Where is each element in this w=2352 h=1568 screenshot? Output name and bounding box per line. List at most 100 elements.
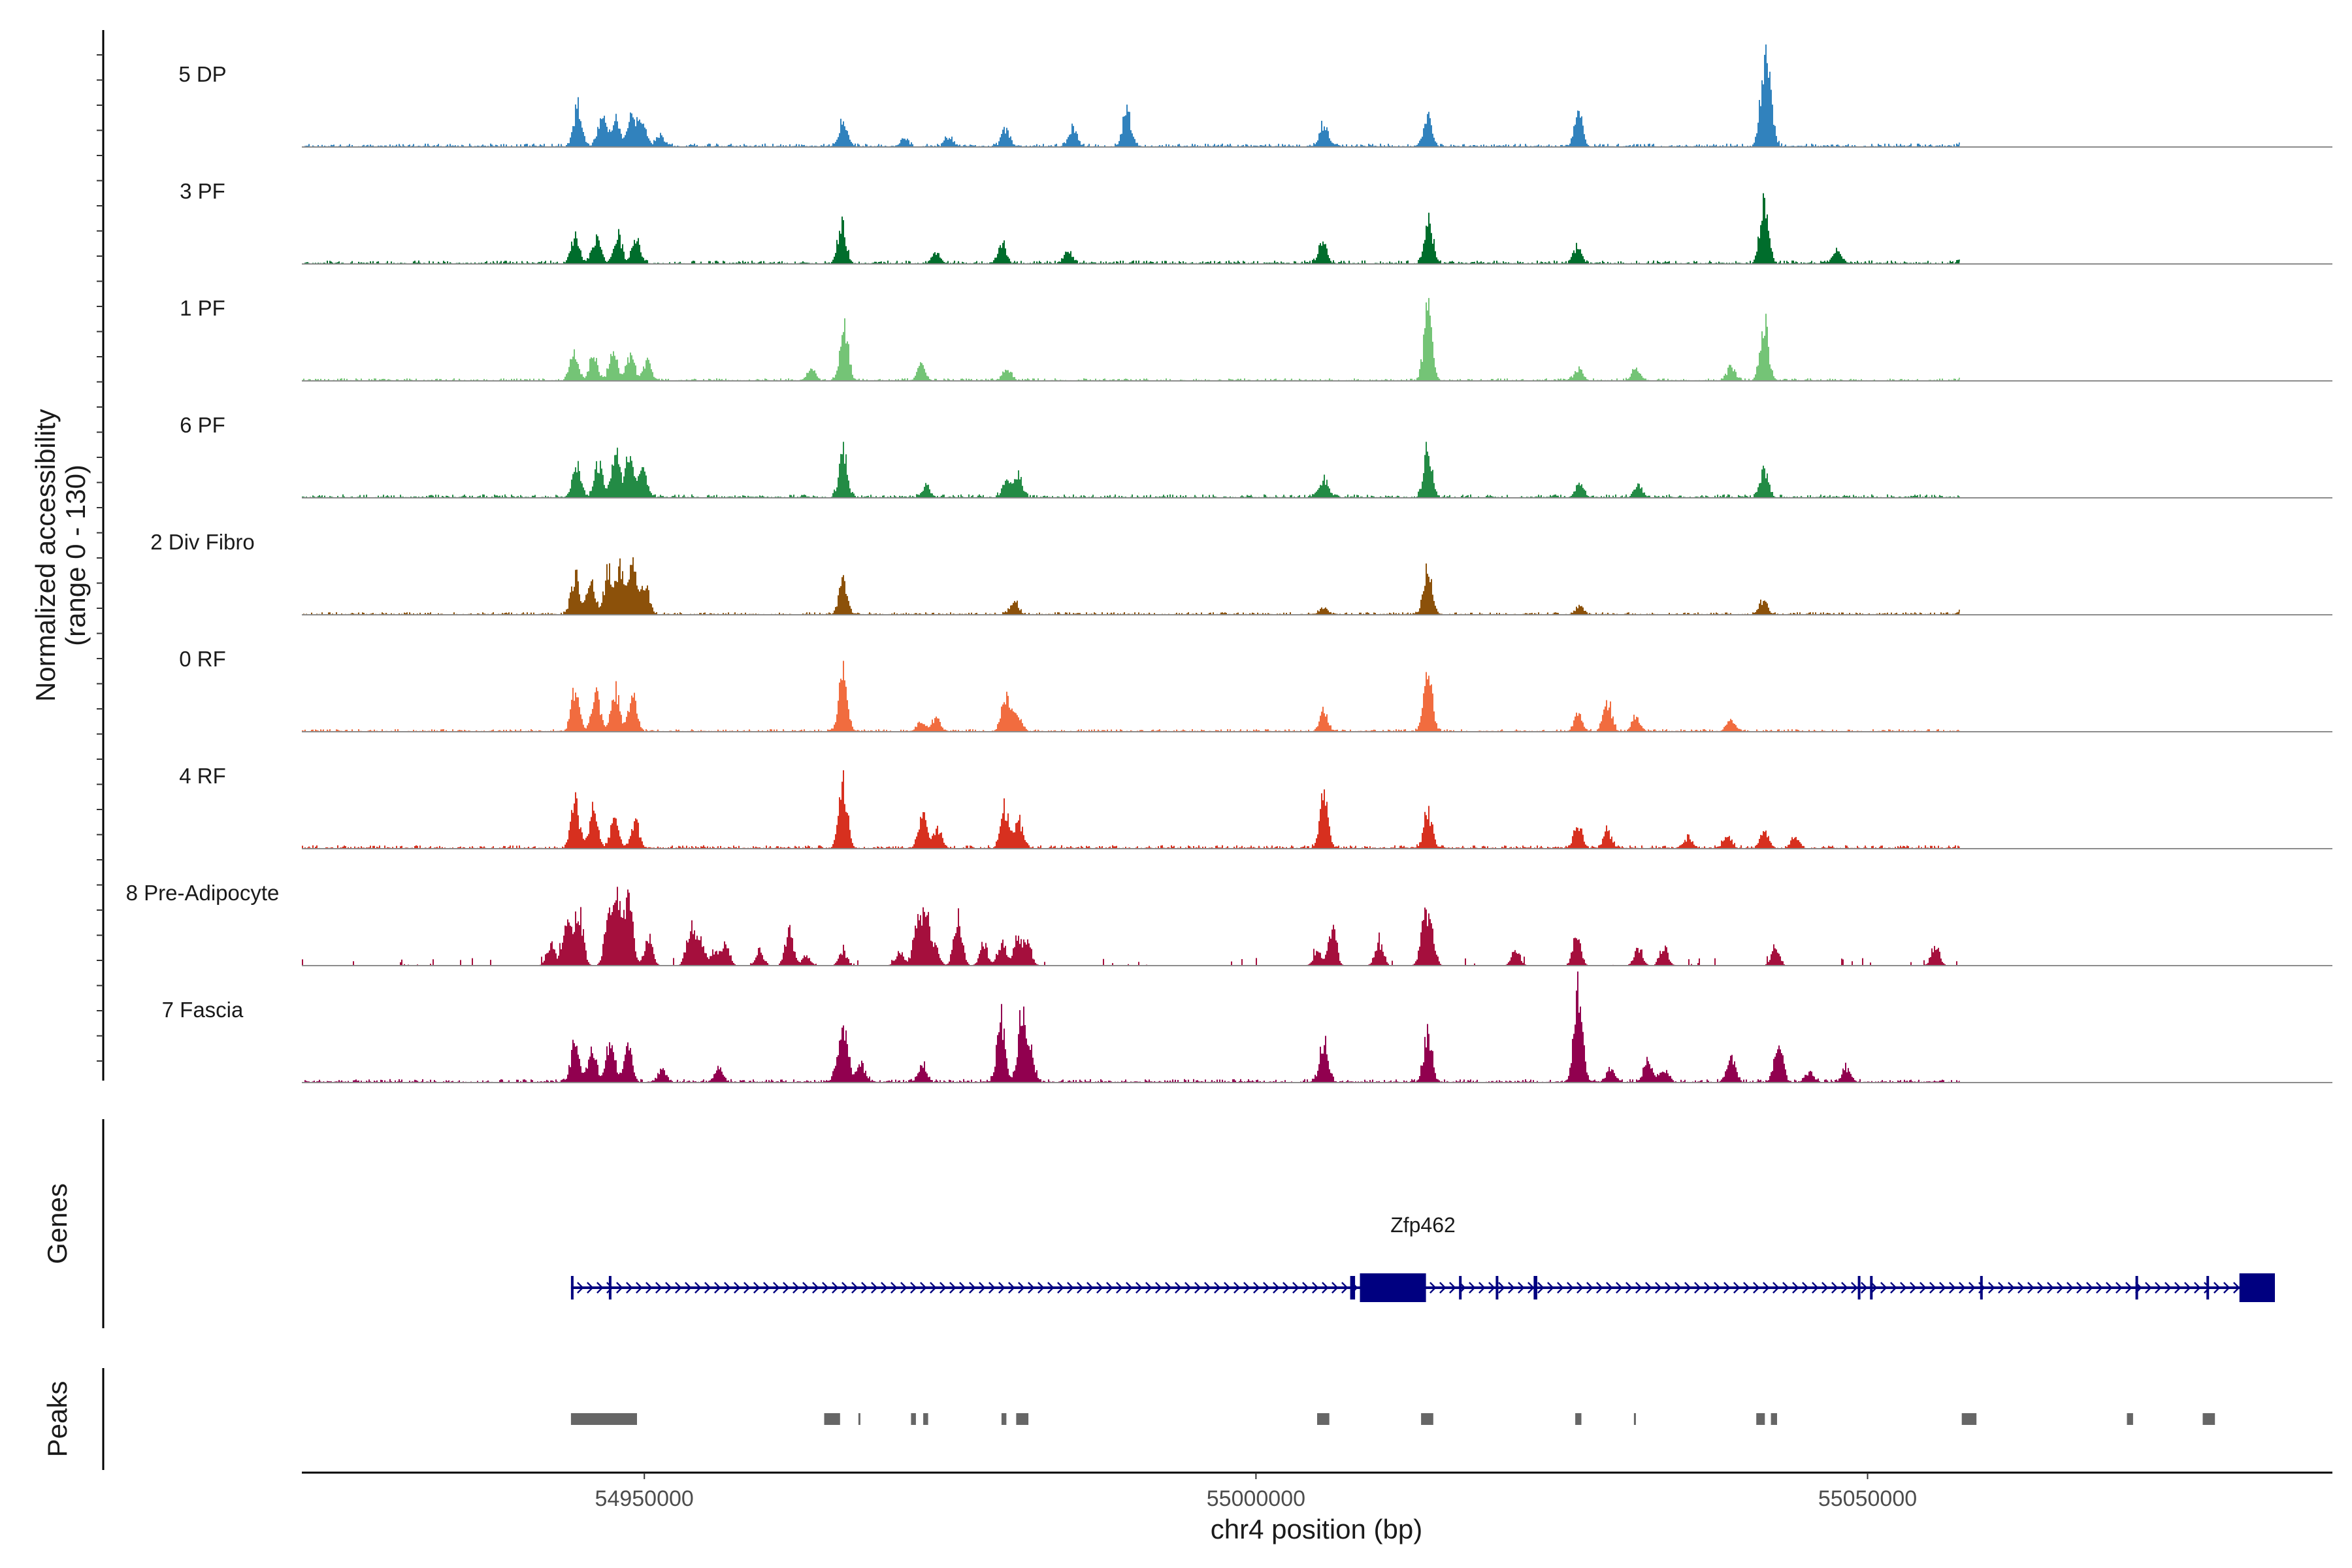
strand-arrow <box>1763 1282 1770 1294</box>
strand-arrow <box>645 1282 653 1294</box>
strand-arrow <box>1028 1282 1035 1294</box>
strand-arrow <box>1214 1282 1221 1294</box>
peak-region <box>2127 1413 2133 1425</box>
strand-arrow <box>1292 1282 1299 1294</box>
strand-arrow <box>587 1282 594 1294</box>
strand-arrow <box>1949 1282 1956 1294</box>
strand-arrow <box>1322 1282 1329 1294</box>
strand-arrow <box>841 1282 849 1294</box>
strand-arrow <box>2223 1282 2230 1294</box>
x-axis-ticks: 54950000 55000000 55050000 <box>595 1473 1917 1511</box>
coverage-area <box>302 557 1960 615</box>
strand-arrow <box>2066 1282 2074 1294</box>
strand-arrow <box>1861 1282 1868 1294</box>
strand-arrow <box>1841 1282 1848 1294</box>
peak-region <box>1421 1413 1433 1425</box>
strand-arrow <box>1341 1282 1348 1294</box>
strand-arrow <box>1302 1282 1309 1294</box>
strand-arrow <box>1890 1282 1897 1294</box>
peak-region <box>858 1413 860 1425</box>
peak-region <box>1001 1413 1007 1425</box>
peak-region <box>1771 1413 1777 1425</box>
strand-arrow <box>979 1282 986 1294</box>
strand-arrow <box>1959 1282 1966 1294</box>
strand-arrow <box>616 1282 623 1294</box>
strand-arrow <box>1831 1282 1838 1294</box>
group-label: 2 Div Fibro <box>150 530 255 554</box>
strand-arrow <box>1263 1282 1270 1294</box>
strand-arrow <box>753 1282 760 1294</box>
strand-arrow <box>1910 1282 1917 1294</box>
strand-arrow <box>890 1282 898 1294</box>
gene-exon <box>1495 1276 1499 1299</box>
strand-arrow <box>1753 1282 1760 1294</box>
strand-arrow <box>998 1282 1005 1294</box>
strand-arrow <box>2096 1282 2103 1294</box>
peak-region <box>911 1413 916 1425</box>
strand-arrow <box>2057 1282 2064 1294</box>
coverage-area <box>302 661 1960 732</box>
strand-arrow <box>949 1282 956 1294</box>
peak-track <box>570 1413 2215 1425</box>
strand-arrow <box>1439 1282 1446 1294</box>
strand-arrow <box>1576 1282 1584 1294</box>
track-2-div-fibro <box>302 557 2332 615</box>
peak-region <box>1317 1413 1330 1425</box>
strand-arrow <box>1527 1282 1535 1294</box>
strand-arrow <box>802 1282 809 1294</box>
strand-arrow <box>1900 1282 1907 1294</box>
coverage-area <box>302 193 1960 264</box>
strand-arrow <box>1880 1282 1887 1294</box>
strand-arrow <box>1331 1282 1339 1294</box>
strand-arrow <box>1733 1282 1740 1294</box>
strand-arrow <box>930 1282 937 1294</box>
strand-arrow <box>1498 1282 1505 1294</box>
strand-arrow <box>1655 1282 1662 1294</box>
x-tick-label: 55000000 <box>1207 1486 1305 1511</box>
gene-exon <box>2135 1276 2138 1299</box>
strand-arrow <box>1126 1282 1133 1294</box>
strand-arrow <box>2115 1282 2123 1294</box>
gene-panel-label: Genes <box>42 1183 73 1264</box>
strand-arrow <box>2164 1282 2172 1294</box>
strand-arrow <box>1273 1282 1280 1294</box>
strand-arrow <box>1037 1282 1045 1294</box>
strand-arrow <box>694 1282 702 1294</box>
strand-arrow <box>1194 1282 1201 1294</box>
strand-arrow <box>2008 1282 2015 1294</box>
strand-arrow <box>1537 1282 1544 1294</box>
strand-arrow <box>704 1282 711 1294</box>
strand-arrow <box>1518 1282 1525 1294</box>
x-tick-label: 54950000 <box>595 1486 694 1511</box>
strand-arrow <box>2204 1282 2211 1294</box>
strand-arrow <box>959 1282 966 1294</box>
strand-arrow <box>743 1282 751 1294</box>
peak-region <box>1016 1413 1029 1425</box>
x-axis-title: chr4 position (bp) <box>1211 1514 1423 1544</box>
strand-arrow <box>2027 1282 2034 1294</box>
strand-arrow <box>1478 1282 1486 1294</box>
strand-arrow <box>1802 1282 1809 1294</box>
strand-arrow <box>1175 1282 1182 1294</box>
gene-exon <box>2206 1276 2210 1299</box>
peak-region <box>824 1413 840 1425</box>
strand-arrow <box>1988 1282 1995 1294</box>
group-label: 0 RF <box>179 647 226 671</box>
group-label: 3 PF <box>180 179 225 203</box>
gene-exon <box>608 1276 612 1299</box>
strand-arrow <box>920 1282 927 1294</box>
strand-arrow <box>1057 1282 1064 1294</box>
strand-arrow <box>1312 1282 1319 1294</box>
gene-exon <box>570 1276 574 1299</box>
strand-arrow <box>2125 1282 2132 1294</box>
group-label: 8 Pre-Adipocyte <box>126 881 280 905</box>
track-6-pf <box>302 442 2332 498</box>
coverage-tracks <box>302 44 2332 1083</box>
strand-arrow <box>734 1282 741 1294</box>
strand-arrow <box>1821 1282 1829 1294</box>
strand-arrow <box>861 1282 868 1294</box>
strand-arrow <box>685 1282 692 1294</box>
strand-arrow <box>606 1282 613 1294</box>
strand-arrow <box>2174 1282 2181 1294</box>
